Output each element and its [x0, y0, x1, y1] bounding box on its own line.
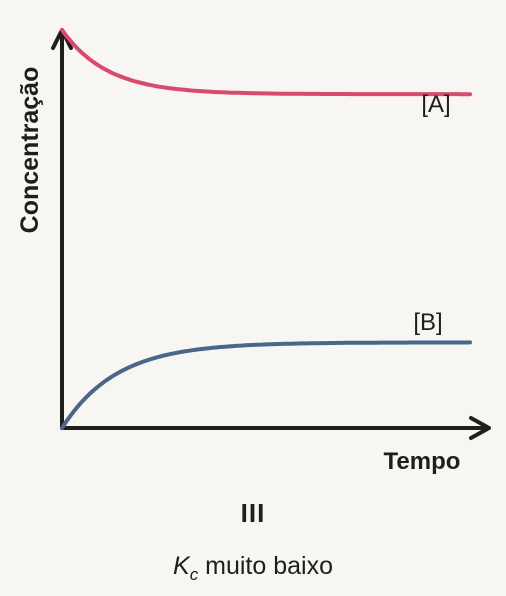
series-label-b: [B] — [413, 309, 442, 336]
kc-description: muito baixo — [198, 552, 333, 580]
chart-svg: [A] [B] Concentração Tempo — [16, 28, 491, 475]
kc-subscript: c — [189, 565, 199, 584]
x-axis-label: Tempo — [384, 448, 461, 475]
x-axis-arrowhead — [469, 416, 491, 440]
series-label-a: [A] — [421, 91, 450, 118]
y-axis-label: Concentração — [16, 67, 44, 234]
equilibrium-constant-caption: Kc muito baixo — [0, 552, 506, 584]
kc-symbol: K — [173, 552, 190, 580]
panel-label: III — [240, 498, 266, 528]
series-line-b — [60, 340, 472, 430]
series-line-a — [60, 28, 472, 97]
series-layer: [A] [B] — [60, 28, 472, 430]
